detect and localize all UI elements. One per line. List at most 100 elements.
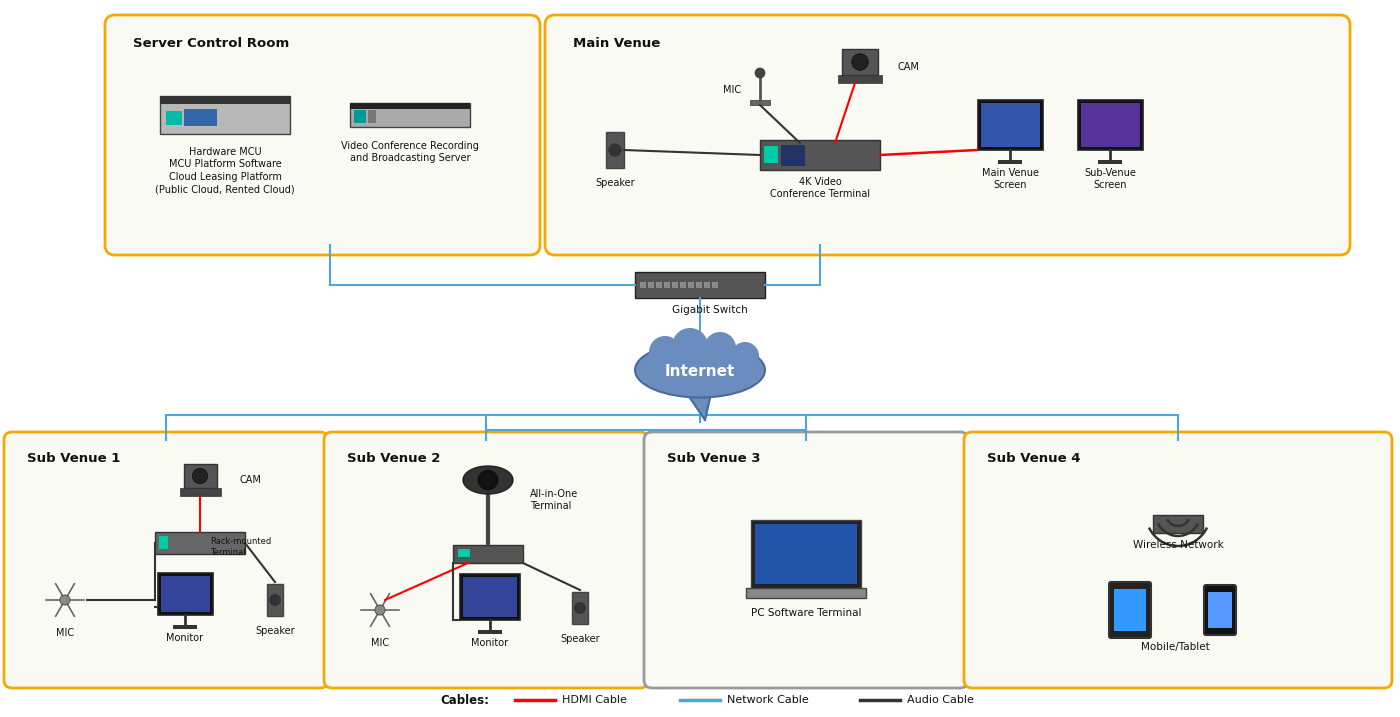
Text: Main Venue
Screen: Main Venue Screen <box>981 168 1039 191</box>
Ellipse shape <box>463 466 512 494</box>
Circle shape <box>574 602 585 614</box>
Text: Speaker: Speaker <box>560 634 599 644</box>
Bar <box>781 145 805 166</box>
Bar <box>750 100 770 105</box>
Bar <box>183 464 217 488</box>
Circle shape <box>755 68 764 78</box>
Bar <box>458 549 470 557</box>
Bar <box>1081 103 1140 147</box>
FancyBboxPatch shape <box>965 432 1392 688</box>
Bar <box>680 282 686 288</box>
FancyBboxPatch shape <box>1109 582 1151 638</box>
Circle shape <box>731 342 759 370</box>
FancyBboxPatch shape <box>644 432 967 688</box>
Bar <box>636 272 764 298</box>
Bar <box>977 100 1043 150</box>
Bar <box>354 110 365 123</box>
Text: Wireless Network: Wireless Network <box>1133 540 1224 550</box>
Bar <box>713 282 718 288</box>
Bar <box>750 520 861 588</box>
Text: Hardware MCU
MCU Platform Software
Cloud Leasing Platform
(Public Cloud, Rented : Hardware MCU MCU Platform Software Cloud… <box>155 147 295 194</box>
Circle shape <box>704 332 736 364</box>
Bar <box>1114 589 1147 631</box>
Text: Sub-Venue
Screen: Sub-Venue Screen <box>1084 168 1135 191</box>
Bar <box>181 488 221 496</box>
Bar <box>160 96 290 134</box>
Bar <box>664 282 671 288</box>
Bar <box>704 282 710 288</box>
Bar <box>1208 592 1232 628</box>
Text: HDMI Cable: HDMI Cable <box>561 695 627 705</box>
FancyBboxPatch shape <box>323 432 648 688</box>
Text: All-in-One
Terminal: All-in-One Terminal <box>531 489 578 511</box>
Circle shape <box>192 468 207 484</box>
Bar <box>157 573 213 615</box>
Bar <box>161 576 210 612</box>
Circle shape <box>60 595 70 605</box>
Bar <box>746 588 867 598</box>
Bar <box>1098 160 1121 164</box>
Text: Speaker: Speaker <box>255 626 295 636</box>
Text: MIC: MIC <box>371 638 389 648</box>
Text: Sub Venue 1: Sub Venue 1 <box>27 452 120 465</box>
Bar <box>1078 100 1142 150</box>
Text: MIC: MIC <box>56 628 74 638</box>
Text: CAM: CAM <box>897 62 920 72</box>
Bar <box>687 282 694 288</box>
Text: Sub Venue 3: Sub Venue 3 <box>666 452 760 465</box>
Bar <box>160 96 290 103</box>
Bar <box>841 49 878 75</box>
Text: CAM: CAM <box>239 475 262 485</box>
Bar <box>755 524 857 584</box>
Bar <box>672 282 678 288</box>
Text: Mobile/Tablet: Mobile/Tablet <box>1141 642 1210 652</box>
Text: Sub Venue 4: Sub Venue 4 <box>987 452 1081 465</box>
FancyBboxPatch shape <box>4 432 328 688</box>
Polygon shape <box>690 398 710 420</box>
Text: MIC: MIC <box>722 85 741 95</box>
Bar <box>760 140 881 170</box>
Bar <box>155 532 245 554</box>
Bar <box>267 584 283 616</box>
Text: Sub Venue 2: Sub Venue 2 <box>347 452 441 465</box>
Bar <box>368 110 375 123</box>
Text: PC Software Terminal: PC Software Terminal <box>750 608 861 618</box>
Bar <box>160 536 168 549</box>
FancyBboxPatch shape <box>1204 585 1236 635</box>
Text: Speaker: Speaker <box>595 178 634 188</box>
Circle shape <box>609 143 622 156</box>
Text: Server Control Room: Server Control Room <box>133 37 290 50</box>
Bar <box>185 109 217 126</box>
Bar <box>350 103 470 127</box>
Text: Rack-mounted
Terminal: Rack-mounted Terminal <box>210 537 272 556</box>
Bar <box>1154 515 1203 533</box>
Bar <box>477 630 503 634</box>
Bar <box>463 577 517 617</box>
Bar <box>461 574 519 620</box>
Bar <box>454 545 524 563</box>
Bar <box>606 132 624 168</box>
Text: Main Venue: Main Venue <box>573 37 661 50</box>
Circle shape <box>650 336 680 368</box>
Text: Internet: Internet <box>665 364 735 379</box>
Bar <box>764 146 778 163</box>
Circle shape <box>672 328 708 364</box>
Ellipse shape <box>636 343 764 397</box>
Bar <box>657 282 662 288</box>
Text: Video Conference Recording
and Broadcasting Server: Video Conference Recording and Broadcast… <box>342 141 479 163</box>
Text: Gigabit Switch: Gigabit Switch <box>672 305 748 315</box>
Bar <box>839 75 882 83</box>
Circle shape <box>375 605 385 615</box>
Text: Monitor: Monitor <box>167 633 203 643</box>
Bar <box>980 103 1039 147</box>
Text: Audio Cable: Audio Cable <box>907 695 974 705</box>
FancyBboxPatch shape <box>105 15 540 255</box>
Bar <box>167 111 182 125</box>
Bar <box>573 592 588 624</box>
FancyBboxPatch shape <box>545 15 1350 255</box>
Text: Monitor: Monitor <box>472 638 508 648</box>
Bar <box>640 282 645 288</box>
Circle shape <box>851 54 868 70</box>
Circle shape <box>477 470 498 490</box>
Bar <box>648 282 654 288</box>
